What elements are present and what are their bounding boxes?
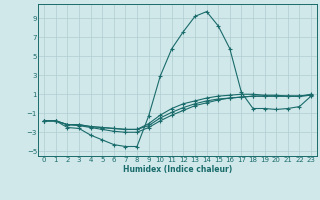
X-axis label: Humidex (Indice chaleur): Humidex (Indice chaleur) bbox=[123, 165, 232, 174]
